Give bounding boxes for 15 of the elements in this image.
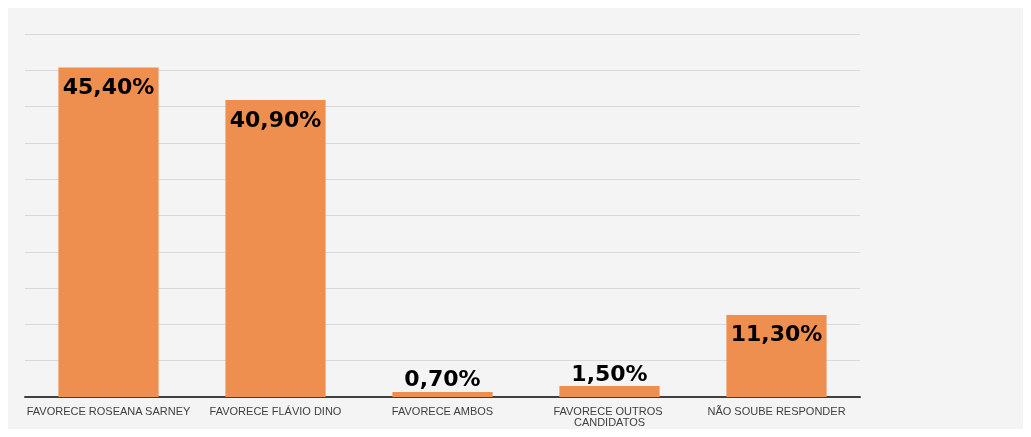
data-label: 1,50% bbox=[571, 360, 648, 386]
x-tick-label: FAVORECE FLÁVIO DINO bbox=[209, 404, 342, 417]
data-label: 0,70% bbox=[404, 366, 481, 392]
data-label: 11,30% bbox=[730, 321, 823, 347]
bar bbox=[726, 314, 827, 397]
bar bbox=[225, 100, 326, 397]
bar bbox=[559, 386, 660, 397]
x-tick-label: FAVORECE ROSEANA SARNEY bbox=[26, 404, 191, 417]
x-tick-label: FAVORECE OUTROS CANDIDATOS bbox=[553, 404, 666, 428]
x-tick-label: FAVORECE AMBOS bbox=[391, 404, 494, 417]
bar bbox=[392, 391, 493, 397]
data-label: 45,40% bbox=[62, 73, 155, 99]
bar bbox=[58, 67, 159, 397]
data-label: 40,90% bbox=[229, 106, 322, 132]
x-tick-label: NÃO SOUBE RESPONDER bbox=[707, 404, 846, 417]
